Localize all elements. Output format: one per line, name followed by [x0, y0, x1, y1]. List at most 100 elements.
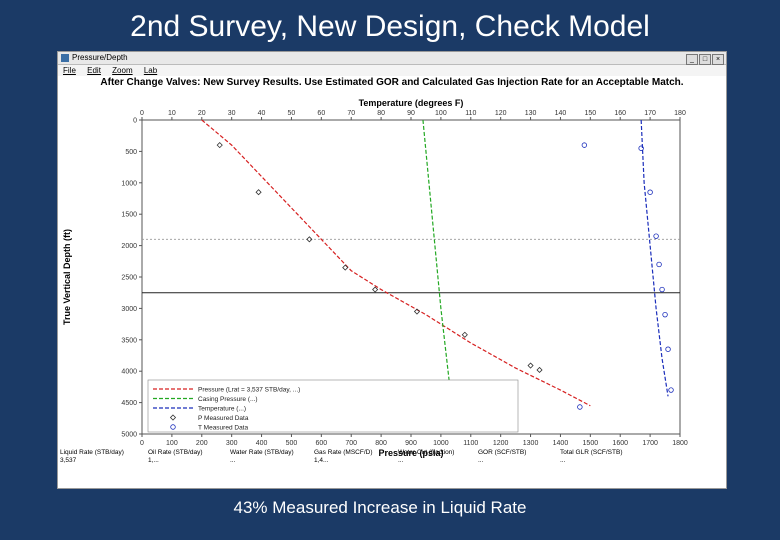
x-tick-label: 100: [166, 440, 178, 447]
window-title: Pressure/Depth: [72, 53, 128, 62]
menubar: File Edit Zoom Lab: [58, 65, 726, 76]
results-value: ...: [398, 457, 404, 464]
pressure-depth-window: Pressure/Depth _ □ × File Edit Zoom Lab Af…: [57, 51, 727, 489]
maximize-icon[interactable]: □: [699, 54, 711, 65]
results-label: GOR (SCF/STB): [478, 449, 527, 456]
x-tick-label: 0: [140, 440, 144, 447]
x2-axis-label: Temperature (degrees F): [359, 98, 464, 108]
results-value: 3,537: [60, 457, 77, 464]
y-tick-label: 3500: [121, 337, 137, 344]
x-tick-label: 1100: [463, 440, 478, 447]
t-measured-point: [577, 404, 583, 410]
legend-label: T Measured Data: [198, 425, 248, 432]
legend-label: Casing Pressure (...): [198, 396, 258, 403]
t-measured-point: [662, 311, 668, 318]
menu-zoom[interactable]: Zoom: [112, 66, 133, 75]
y-tick-label: 0: [133, 118, 137, 125]
legend-box: [147, 379, 519, 433]
results-value: ...: [560, 457, 566, 464]
results-label: Water Rate (STB/day): [230, 449, 294, 456]
x2-tick-label: 90: [407, 110, 415, 117]
p-measured-point: [536, 366, 543, 374]
x2-tick-label: 50: [288, 110, 296, 117]
x2-tick-label: 150: [584, 110, 596, 117]
x-axis-label: Pressure (psia): [378, 448, 443, 458]
t-measured-point: [665, 346, 671, 352]
y-tick-label: 2000: [121, 243, 137, 250]
y-tick-label: 3000: [121, 306, 137, 313]
p-measured-point: [342, 264, 349, 271]
x-tick-label: 1700: [642, 440, 658, 447]
x-tick-label: 700: [345, 440, 357, 447]
x-tick-label: 400: [256, 440, 268, 447]
x-tick-label: 1400: [553, 440, 569, 447]
window-controls: _ □ ×: [685, 53, 724, 65]
t-measured-point: [638, 145, 644, 151]
t-measured-point: [653, 233, 659, 239]
series-line-0: [201, 119, 591, 407]
p-measured-point: [306, 236, 313, 243]
y-tick-label: 1500: [121, 212, 137, 219]
x2-tick-label: 30: [228, 110, 236, 117]
y-tick-label: 5000: [121, 432, 137, 439]
p-measured-point: [413, 308, 421, 315]
p-measured-point: [527, 362, 534, 369]
x2-tick-label: 10: [168, 110, 176, 117]
x-tick-label: 1800: [672, 440, 688, 447]
legend-label: P Measured Data: [198, 415, 249, 422]
x-tick-label: 300: [226, 440, 238, 447]
results-label: Liquid Rate (STB/day): [60, 449, 124, 456]
x-tick-label: 800: [375, 440, 387, 447]
x2-tick-label: 20: [198, 110, 206, 117]
x2-tick-label: 0: [140, 110, 144, 117]
legend-swatch: [169, 414, 177, 421]
x2-tick-label: 110: [465, 110, 476, 117]
p-measured-point: [461, 331, 468, 338]
results-value: 1,4...: [314, 457, 329, 464]
results-value: ...: [478, 457, 484, 464]
series-line-1: [422, 119, 451, 387]
x-tick-label: 900: [405, 440, 417, 447]
t-measured-point: [668, 387, 674, 393]
minimize-icon[interactable]: _: [686, 54, 698, 65]
p-measured-point: [372, 286, 379, 293]
x-tick-label: 600: [315, 440, 327, 447]
x-tick-label: 500: [286, 440, 298, 447]
x2-tick-label: 40: [258, 110, 266, 117]
menu-file[interactable]: File: [63, 66, 76, 75]
window-titlebar[interactable]: Pressure/Depth _ □ ×: [58, 52, 726, 65]
results-label: Water Cut (fraction): [398, 449, 455, 456]
slide-title: 2nd Survey, New Design, Check Model: [130, 10, 650, 43]
y-tick-label: 500: [125, 149, 137, 156]
y-tick-label: 2500: [121, 275, 137, 282]
x-tick-label: 1600: [612, 440, 628, 447]
plot-heading: After Change Valves: New Survey Results.…: [100, 77, 684, 88]
x2-tick-label: 130: [525, 110, 537, 117]
results-column: Water Cut (fraction)...: [398, 449, 454, 465]
p-measured-point: [216, 142, 223, 149]
y-tick-label: 4000: [121, 369, 137, 376]
x-tick-label: 1500: [583, 440, 599, 447]
results-column: Water Rate (STB/day)...: [230, 449, 294, 465]
t-measured-point: [647, 189, 653, 195]
p-measured-point: [255, 189, 262, 196]
x2-tick-label: 100: [435, 110, 447, 117]
legend-label: Pressure (Lrat = 3,537 STB/day, ...): [198, 387, 300, 394]
slide-caption: 43% Measured Increase in Liquid Rate: [233, 498, 527, 517]
results-column: Oil Rate (STB/day) 1,...: [148, 449, 203, 465]
series-line-2: [640, 119, 669, 397]
close-icon[interactable]: ×: [712, 54, 724, 65]
x2-tick-label: 120: [495, 110, 507, 117]
t-measured-point: [659, 286, 665, 293]
menu-lab[interactable]: Lab: [143, 66, 158, 75]
results-label: Gas Rate (MSCF/D): [314, 449, 373, 456]
menu-edit[interactable]: Edit: [87, 66, 101, 75]
x2-tick-label: 60: [317, 110, 325, 117]
t-measured-point: [656, 261, 662, 268]
y-axis-label: True Vertical Depth (ft): [62, 229, 72, 325]
x2-tick-label: 170: [644, 110, 656, 117]
x2-tick-label: 160: [614, 110, 626, 117]
results-column: GOR (SCF/STB)...: [478, 449, 526, 465]
x-tick-label: 1300: [523, 440, 539, 447]
results-column: Liquid Rate (STB/day) 3,537: [60, 449, 124, 465]
